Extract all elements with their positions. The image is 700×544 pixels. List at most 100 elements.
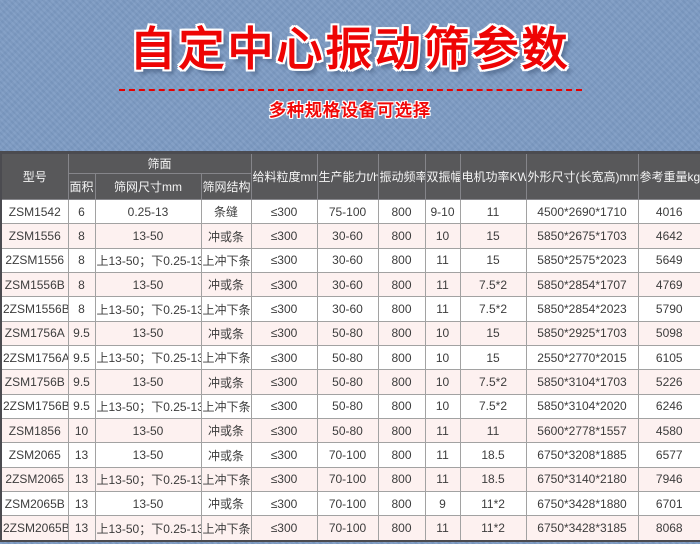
table-cell: 50-80: [316, 320, 379, 347]
model-cell: 2ZSM2065B: [0, 515, 69, 542]
table-row: 2ZSM1756B 9.5 上13-50；下0.25-13 上冲下条 ≤300 50-80…: [0, 393, 700, 420]
model-cell: ZSM2065: [0, 442, 69, 468]
table-cell: 5790: [637, 296, 700, 322]
table-row: 2ZSM2065B 13 上13-50；下0.25-13 上冲下条 ≤300 70-100…: [0, 515, 700, 542]
table-cell: 800: [377, 369, 426, 395]
table-cell: 7.5*2: [459, 272, 527, 298]
page-subtitle: 多种规格设备可选择: [269, 101, 431, 120]
table-cell: 11*2: [459, 515, 527, 542]
table-cell: 13-50: [94, 272, 202, 298]
model-cell: 2ZSM2065: [0, 466, 69, 493]
table-cell: 30-60: [316, 296, 379, 322]
table-cell: 13-50: [94, 320, 202, 347]
table-cell: ≤300: [250, 247, 318, 274]
table-cell: 9: [424, 491, 461, 517]
header-frequency: 振动频率: [377, 152, 426, 200]
header-screen-surface-group: 筛面: [67, 152, 252, 174]
table-cell: 冲或条: [200, 369, 252, 395]
table-cell: 11: [424, 515, 461, 542]
table-cell: 上13-50；下0.25-13: [94, 515, 202, 542]
table-cell: 条缝: [200, 198, 252, 225]
model-cell: ZSM1856: [0, 418, 69, 444]
table-cell: 9.5: [67, 393, 96, 420]
table-cell: 8068: [637, 515, 700, 542]
table-cell: 8: [67, 272, 96, 298]
table-cell: 13: [67, 515, 96, 542]
table-cell: 800: [377, 345, 426, 371]
table-cell: 800: [377, 247, 426, 274]
table-cell: 5850*2854*1707: [525, 272, 639, 298]
table-cell: 5850*3104*2020: [525, 393, 639, 420]
table-cell: 800: [377, 418, 426, 444]
table-cell: 10: [424, 369, 461, 395]
model-cell: ZSM2065B: [0, 491, 69, 517]
table-cell: 5850*3104*1703: [525, 369, 639, 395]
header-mesh-structure: 筛网结构: [200, 173, 252, 200]
table-cell: 11: [424, 442, 461, 468]
spec-table-body: ZSM1542 6 0.25-13 条缝 ≤300 75-100 800 9-10 11 4500…: [0, 198, 700, 542]
table-row: ZSM2065B 13 13-50 冲或条 ≤300 70-100 800 9 11*2 6750…: [0, 491, 700, 517]
table-row: ZSM1556B 8 13-50 冲或条 ≤300 30-60 800 11 7.5*2 5850…: [0, 272, 700, 298]
table-cell: 800: [377, 223, 426, 249]
table-cell: 13-50: [94, 418, 202, 444]
table-cell: 11*2: [459, 491, 527, 517]
table-cell: 10: [67, 418, 96, 444]
table-cell: 冲或条: [200, 272, 252, 298]
table-cell: 4580: [637, 418, 700, 444]
model-cell: ZSM1542: [0, 198, 69, 225]
table-cell: 11: [424, 296, 461, 322]
table-cell: 6105: [637, 345, 700, 371]
table-cell: 冲或条: [200, 320, 252, 347]
table-cell: 5649: [637, 247, 700, 274]
table-cell: 50-80: [316, 393, 379, 420]
model-cell: ZSM1556B: [0, 272, 69, 298]
table-cell: 上冲下条: [200, 393, 252, 420]
table-cell: ≤300: [250, 320, 318, 347]
table-cell: 冲或条: [200, 418, 252, 444]
table-row: 2ZSM1556 8 上13-50；下0.25-13 上冲下条 ≤300 30-60 800…: [0, 247, 700, 274]
table-cell: 30-60: [316, 223, 379, 249]
table-cell: 7.5*2: [459, 296, 527, 322]
table-cell: ≤300: [250, 418, 318, 444]
table-cell: 800: [377, 491, 426, 517]
header-area: 面积: [67, 173, 96, 200]
table-cell: 9-10: [424, 198, 461, 225]
table-cell: 70-100: [316, 442, 379, 468]
table-cell: 10: [424, 320, 461, 347]
model-cell: 2ZSM1556B: [0, 296, 69, 322]
table-cell: ≤300: [250, 466, 318, 493]
table-cell: 冲或条: [200, 442, 252, 468]
model-cell: 2ZSM1756A: [0, 345, 69, 371]
table-row: 2ZSM1756A 9.5 上13-50；下0.25-13 上冲下条 ≤300 50-80…: [0, 345, 700, 371]
dashed-divider: [118, 89, 582, 91]
model-cell: ZSM1756B: [0, 369, 69, 395]
table-cell: 0.25-13: [94, 198, 202, 225]
header-capacity: 生产能力t/h: [316, 152, 379, 200]
table-cell: 11: [424, 466, 461, 493]
table-cell: 5226: [637, 369, 700, 395]
table-row: ZSM2065 13 13-50 冲或条 ≤300 70-100 800 11 18.5 6750…: [0, 442, 700, 468]
table-row: ZSM1756B 9.5 13-50 冲或条 ≤300 50-80 800 10 7.5*2 58…: [0, 369, 700, 395]
table-cell: ≤300: [250, 345, 318, 371]
table-cell: 800: [377, 296, 426, 322]
table-cell: 6577: [637, 442, 700, 468]
table-cell: ≤300: [250, 369, 318, 395]
table-cell: 70-100: [316, 515, 379, 542]
table-row: 2ZSM2065 13 上13-50；下0.25-13 上冲下条 ≤300 70-100 8…: [0, 466, 700, 493]
table-cell: 9.5: [67, 345, 96, 371]
table-cell: 上冲下条: [200, 345, 252, 371]
table-cell: 上13-50；下0.25-13: [94, 466, 202, 493]
table-cell: 800: [377, 515, 426, 542]
page-title: 自定中心振动筛参数: [129, 23, 571, 75]
table-cell: 800: [377, 442, 426, 468]
table-row: ZSM1556 8 13-50 冲或条 ≤300 30-60 800 10 15 5850*267…: [0, 223, 700, 249]
table-cell: 800: [377, 393, 426, 420]
header-dimensions: 外形尺寸(长宽高)mm: [525, 152, 639, 200]
table-cell: 5850*2925*1703: [525, 320, 639, 347]
table-cell: 13: [67, 466, 96, 493]
table-cell: 上13-50；下0.25-13: [94, 393, 202, 420]
table-cell: 11: [459, 198, 527, 225]
model-cell: 2ZSM1556: [0, 247, 69, 274]
table-cell: 5098: [637, 320, 700, 347]
table-cell: 6701: [637, 491, 700, 517]
